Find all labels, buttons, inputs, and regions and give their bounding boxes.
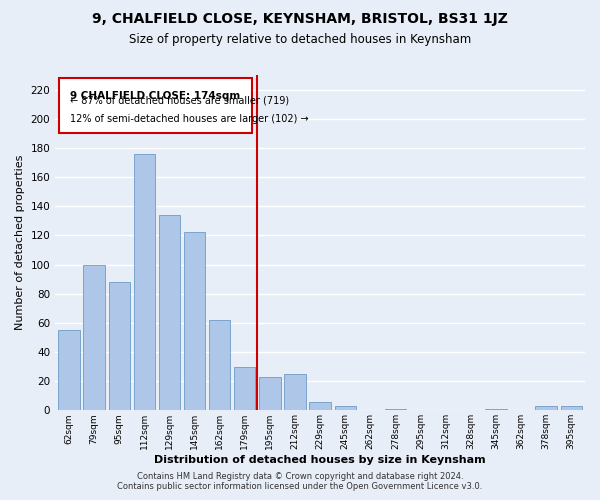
Bar bbox=[485, 409, 506, 410]
Text: 9, CHALFIELD CLOSE, KEYNSHAM, BRISTOL, BS31 1JZ: 9, CHALFIELD CLOSE, KEYNSHAM, BRISTOL, B… bbox=[92, 12, 508, 26]
X-axis label: Distribution of detached houses by size in Keynsham: Distribution of detached houses by size … bbox=[154, 455, 486, 465]
Bar bbox=[109, 282, 130, 410]
Text: ← 87% of detached houses are smaller (719): ← 87% of detached houses are smaller (71… bbox=[70, 95, 289, 105]
Bar bbox=[335, 406, 356, 410]
FancyBboxPatch shape bbox=[59, 78, 252, 134]
Bar bbox=[83, 264, 105, 410]
Text: 9 CHALFIELD CLOSE: 174sqm: 9 CHALFIELD CLOSE: 174sqm bbox=[70, 92, 241, 102]
Bar bbox=[134, 154, 155, 410]
Text: Contains HM Land Registry data © Crown copyright and database right 2024.
Contai: Contains HM Land Registry data © Crown c… bbox=[118, 472, 482, 491]
Bar bbox=[184, 232, 205, 410]
Text: Size of property relative to detached houses in Keynsham: Size of property relative to detached ho… bbox=[129, 32, 471, 46]
Bar bbox=[535, 406, 557, 410]
Bar bbox=[159, 215, 180, 410]
Bar bbox=[560, 406, 582, 410]
Bar bbox=[209, 320, 230, 410]
Y-axis label: Number of detached properties: Number of detached properties bbox=[15, 155, 25, 330]
Text: 12% of semi-detached houses are larger (102) →: 12% of semi-detached houses are larger (… bbox=[70, 114, 308, 124]
Bar bbox=[385, 409, 406, 410]
Bar bbox=[234, 366, 256, 410]
Bar bbox=[58, 330, 80, 410]
Bar bbox=[259, 377, 281, 410]
Bar bbox=[310, 402, 331, 410]
Bar bbox=[284, 374, 305, 410]
